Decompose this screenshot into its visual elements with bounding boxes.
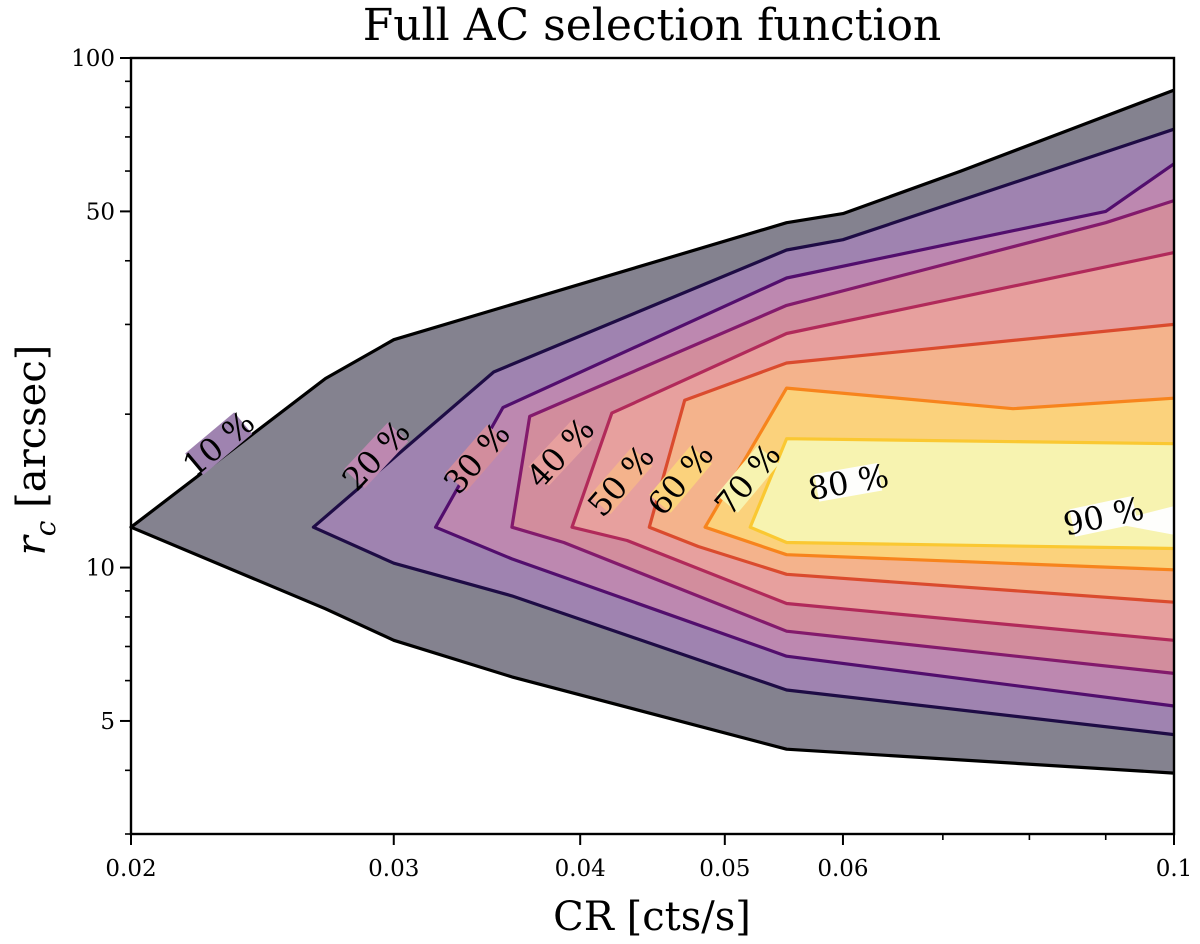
contour-label-gap-30: [445, 424, 509, 492]
x-tick-label: 0.02: [105, 856, 156, 882]
chart-title: Full AC selection function: [363, 0, 942, 51]
contour-label-gap-40: [528, 419, 593, 486]
contour-label-gap-20: [344, 422, 409, 489]
x-tick-label: 0.1: [1156, 856, 1193, 882]
contour-label-gap-10: [185, 412, 253, 475]
contour-label-gap-90: [1069, 496, 1138, 537]
contour-line-50: [570, 251, 1175, 642]
contour-label-gap-80: [814, 462, 883, 502]
x-axis-label: CR [cts/s]: [553, 894, 751, 940]
y-tick-label: 50: [86, 199, 115, 225]
y-tick-label: 10: [86, 556, 115, 582]
contour-line-20: [311, 127, 1175, 737]
x-tick-label: 0.04: [555, 856, 606, 882]
contour-line-40: [510, 199, 1175, 675]
x-tick-label: 0.03: [368, 856, 419, 882]
contour-label-group-90: 90 %: [1060, 489, 1147, 543]
contour-line-70: [703, 386, 1175, 572]
contour-region-80: [750, 438, 1174, 549]
axis-ticks: 0.02 0.03 0.04 0.05 0.06 0.1 5 10 50 100: [71, 46, 1192, 882]
contour-fills: [131, 90, 1175, 774]
contour-label-gap-50: [589, 447, 653, 515]
plot-frame: [129, 56, 1176, 836]
contour-label-gap-60: [649, 445, 712, 513]
contour-line-80: [748, 437, 1175, 551]
x-tick-label: 0.06: [817, 856, 868, 882]
y-axis-label: rc [arcsec]: [9, 345, 62, 556]
y-tick-label: 100: [71, 46, 115, 72]
contour-line-60: [647, 322, 1175, 604]
x-tick-label: 0.05: [699, 856, 750, 882]
y-tick-label: 5: [100, 709, 115, 735]
contour-region-90: [1109, 506, 1174, 535]
contour-label-gap-70: [716, 445, 779, 513]
